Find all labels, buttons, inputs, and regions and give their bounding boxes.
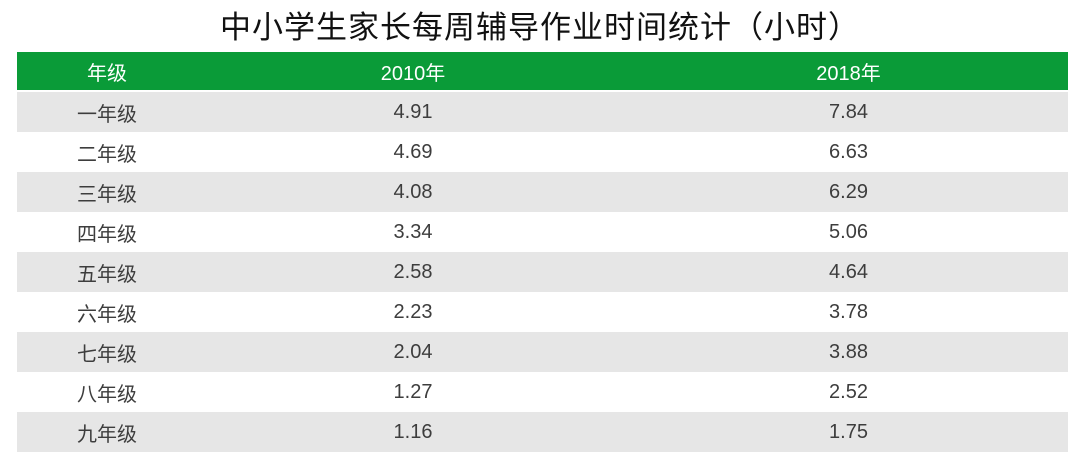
grade-cell: 九年级 xyxy=(17,412,197,452)
value-2010-cell: 2.23 xyxy=(197,292,629,332)
grade-cell: 六年级 xyxy=(17,292,197,332)
table-row: 七年级 2.04 3.88 xyxy=(17,332,1068,372)
value-2010-cell: 4.91 xyxy=(197,91,629,132)
value-2018-cell: 3.78 xyxy=(629,292,1068,332)
value-2018-cell: 5.06 xyxy=(629,212,1068,252)
table-row: 八年级 1.27 2.52 xyxy=(17,372,1068,412)
grade-cell: 七年级 xyxy=(17,332,197,372)
statistics-table: 年级 2010年 2018年 一年级 4.91 7.84 二年级 4.69 6.63 三年级… xyxy=(17,52,1068,452)
value-2010-cell: 1.16 xyxy=(197,412,629,452)
value-2010-cell: 4.69 xyxy=(197,132,629,172)
table-row: 四年级 3.34 5.06 xyxy=(17,212,1068,252)
table-header: 年级 2010年 2018年 xyxy=(17,52,1068,92)
value-2010-cell: 4.08 xyxy=(197,172,629,212)
table-row: 九年级 1.16 1.75 xyxy=(17,412,1068,452)
grade-cell: 四年级 xyxy=(17,212,197,252)
grade-cell: 三年级 xyxy=(17,172,197,212)
table-row: 五年级 2.58 4.64 xyxy=(17,252,1068,292)
grade-cell: 一年级 xyxy=(17,91,197,132)
column-header-2018: 2018年 xyxy=(629,52,1068,92)
value-2018-cell: 6.29 xyxy=(629,172,1068,212)
table-row: 六年级 2.23 3.78 xyxy=(17,292,1068,332)
value-2010-cell: 1.27 xyxy=(197,372,629,412)
value-2018-cell: 3.88 xyxy=(629,332,1068,372)
value-2018-cell: 6.63 xyxy=(629,132,1068,172)
value-2010-cell: 2.04 xyxy=(197,332,629,372)
value-2018-cell: 1.75 xyxy=(629,412,1068,452)
value-2010-cell: 2.58 xyxy=(197,252,629,292)
grade-cell: 五年级 xyxy=(17,252,197,292)
table-header-row: 年级 2010年 2018年 xyxy=(17,52,1068,92)
column-header-grade: 年级 xyxy=(17,52,197,92)
grade-cell: 二年级 xyxy=(17,132,197,172)
value-2010-cell: 3.34 xyxy=(197,212,629,252)
table-body: 一年级 4.91 7.84 二年级 4.69 6.63 三年级 4.08 6.29 四年级 3.34… xyxy=(17,91,1068,452)
value-2018-cell: 7.84 xyxy=(629,91,1068,132)
grade-cell: 八年级 xyxy=(17,372,197,412)
table-row: 一年级 4.91 7.84 xyxy=(17,91,1068,132)
page-title: 中小学生家长每周辅导作业时间统计（小时） xyxy=(220,10,860,45)
table-row: 二年级 4.69 6.63 xyxy=(17,132,1068,172)
table-row: 三年级 4.08 6.29 xyxy=(17,172,1068,212)
value-2018-cell: 2.52 xyxy=(629,372,1068,412)
value-2018-cell: 4.64 xyxy=(629,252,1068,292)
column-header-2010: 2010年 xyxy=(197,52,629,92)
